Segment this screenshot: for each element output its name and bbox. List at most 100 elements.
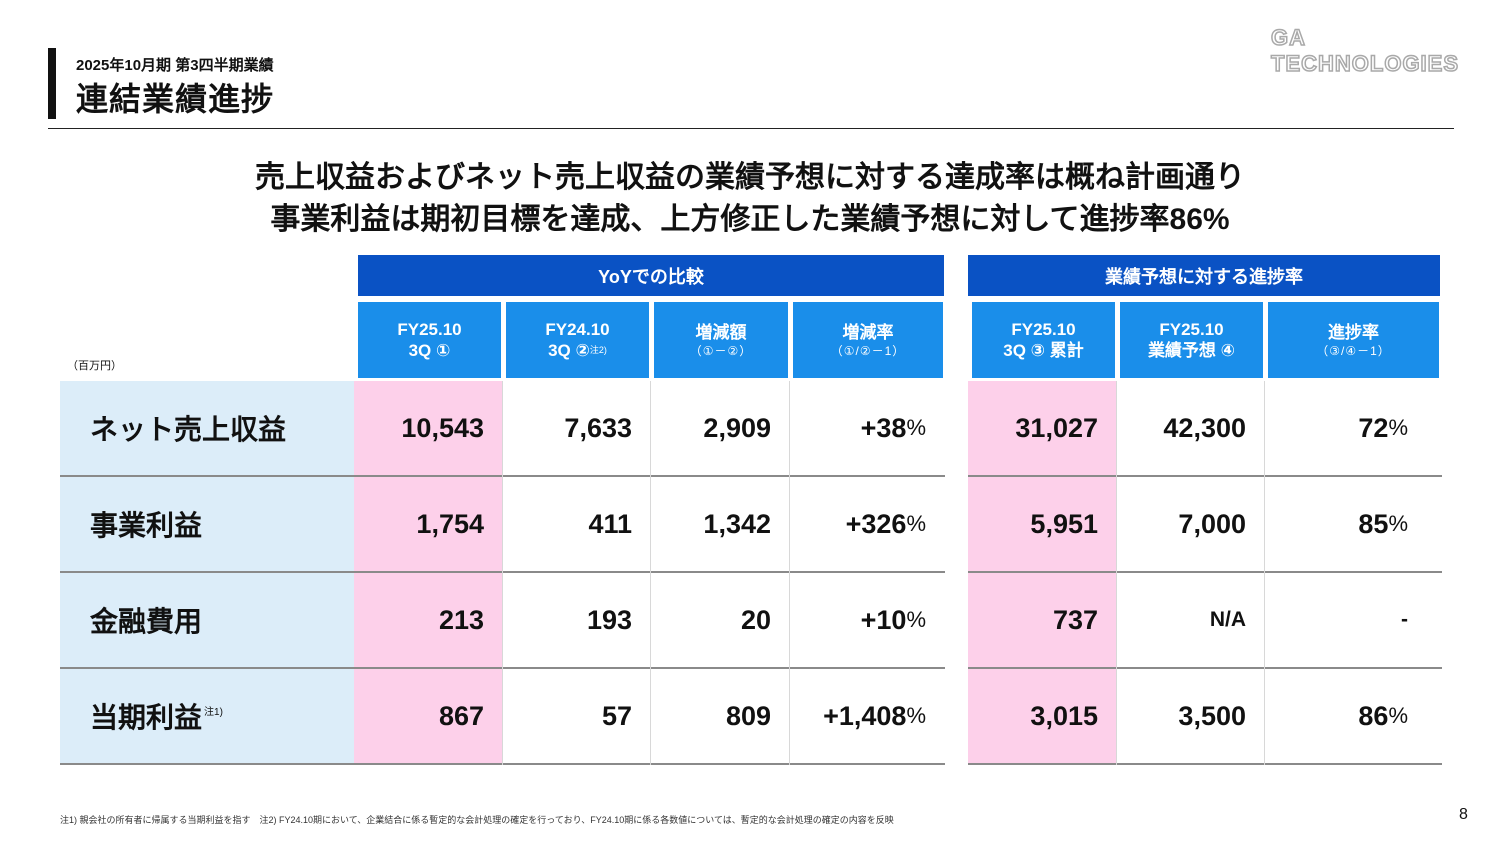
column-header-subtitle: 業績予想 ④ (1147, 341, 1236, 360)
row-label: ネット売上収益 (60, 381, 354, 475)
cell-value: 213 (438, 604, 484, 635)
cell-value: 809 (725, 700, 771, 731)
column-header-title: FY25.10 (1011, 320, 1076, 339)
cell-diff: 20 (650, 573, 789, 667)
unit-label: （百万円） (67, 360, 122, 372)
cell-progress: 85% (1264, 477, 1440, 571)
cell-value: 85 (1358, 508, 1389, 539)
cell-forecast: N/A (1116, 573, 1264, 667)
cell-value: - (1401, 608, 1408, 631)
percent-sign: % (906, 607, 926, 632)
cell-value: 10,543 (401, 412, 484, 443)
cell-value: +1,408 (823, 700, 907, 731)
column-header-title: 増減率 (842, 322, 894, 342)
title-accent-bar (48, 48, 56, 119)
row-divider (968, 571, 1442, 573)
row-label-note: 注1) (204, 707, 223, 718)
cell-value: +38 (860, 412, 907, 443)
column-header-note: 注2) (589, 345, 607, 355)
cell-value: 7,000 (1178, 508, 1246, 539)
column-header-title: FY25.10 (397, 320, 462, 339)
column-divider (789, 381, 790, 765)
title-divider (48, 128, 1454, 129)
cell-diff: 1,342 (650, 477, 789, 571)
cell-fy24-3q: 193 (502, 573, 650, 667)
cell-progress: 86% (1264, 669, 1440, 763)
cell-progress: - (1264, 573, 1440, 667)
cell-value: 3,500 (1178, 700, 1246, 731)
cell-rate: +326% (789, 477, 944, 571)
row-divider (968, 763, 1442, 765)
cell-fy25-3q: 10,543 (354, 381, 502, 475)
column-header-subtitle: （①/②－1） (830, 343, 906, 358)
column-header-subtitle: （③/④－1） (1316, 343, 1391, 358)
column-header-subtitle: 3Q ① (408, 341, 451, 360)
cell-value: 20 (740, 604, 771, 635)
percent-sign: % (906, 511, 926, 536)
row-label-text: ネット売上収益 (90, 414, 287, 445)
cell-value: 31,027 (1015, 412, 1098, 443)
column-header-title: FY25.10 (1159, 320, 1224, 339)
cell-rate: +1,408% (789, 669, 944, 763)
cell-value: 2,909 (703, 412, 771, 443)
cell-fy24-3q: 411 (502, 477, 650, 571)
footnote: 注1) 親会社の所有者に帰属する当期利益を指す 注2) FY24.10期において… (60, 815, 894, 825)
column-header-2: FY24.10 3Q ② 注2) (506, 302, 649, 378)
cell-diff: 2,909 (650, 381, 789, 475)
cell-forecast: 7,000 (1116, 477, 1264, 571)
column-header-subtitle: 3Q ③ 累計 (1003, 341, 1084, 360)
row-divider (968, 475, 1442, 477)
cell-forecast: 42,300 (1116, 381, 1264, 475)
row-label-text: 当期利益 (90, 702, 203, 733)
cell-value: +326 (845, 508, 907, 539)
percent-sign: % (906, 415, 926, 440)
column-divider (1264, 381, 1265, 765)
cell-diff: 809 (650, 669, 789, 763)
group-header-progress: 業績予想に対する進捗率 (968, 255, 1440, 296)
column-header-title: 増減額 (695, 322, 747, 342)
cell-value: 57 (601, 700, 632, 731)
row-label: 事業利益 (60, 477, 354, 571)
cell-cumulative: 5,951 (968, 477, 1116, 571)
cell-value: N/A (1209, 608, 1246, 631)
row-label: 当期利益 注1) (60, 669, 354, 763)
page-number: 8 (1459, 806, 1468, 823)
percent-sign: % (1388, 415, 1408, 440)
cell-value: 1,754 (416, 508, 484, 539)
cell-fy24-3q: 7,633 (502, 381, 650, 475)
cell-fy25-3q: 1,754 (354, 477, 502, 571)
cell-value: 193 (586, 604, 632, 635)
cell-progress: 72% (1264, 381, 1440, 475)
column-header-subtitle: （①－②） (689, 343, 753, 358)
percent-sign: % (1388, 511, 1408, 536)
cell-value: 3,015 (1030, 700, 1098, 731)
column-divider (502, 381, 503, 765)
cell-value: 737 (1052, 604, 1098, 635)
page-title: 連結業績進捗 (76, 81, 275, 117)
column-header-3: 増減額 （①－②） (654, 302, 788, 378)
column-header-7: 進捗率 （③/④－1） (1268, 302, 1439, 378)
percent-sign: % (1388, 703, 1408, 728)
group-header-yoy: YoYでの比較 (358, 255, 944, 296)
column-header-1: FY25.10 3Q ① (358, 302, 501, 378)
column-header-4: 増減率 （①/②－1） (793, 302, 943, 378)
cell-cumulative: 31,027 (968, 381, 1116, 475)
cell-value: 1,342 (703, 508, 771, 539)
headline-line-1: 売上収益およびネット売上収益の業績予想に対する達成率は概ね計画通り (255, 161, 1245, 194)
cell-cumulative: 737 (968, 573, 1116, 667)
cell-forecast: 3,500 (1116, 669, 1264, 763)
column-divider (1116, 381, 1117, 765)
cell-fy24-3q: 57 (502, 669, 650, 763)
company-logo: GA TECHNOLOGIES (1270, 24, 1460, 77)
cell-value: 867 (438, 700, 484, 731)
page-subtitle: 2025年10月期 第3四半期業績 (76, 57, 274, 74)
cell-value: 411 (588, 508, 632, 539)
column-divider (650, 381, 651, 765)
column-header-6: FY25.10 業績予想 ④ (1120, 302, 1263, 378)
cell-fy25-3q: 213 (354, 573, 502, 667)
column-header-title: 進捗率 (1328, 322, 1379, 342)
cell-rate: +10% (789, 573, 944, 667)
cell-value: +10 (860, 604, 907, 635)
row-label: 金融費用 (60, 573, 354, 667)
row-label-text: 事業利益 (90, 510, 203, 541)
